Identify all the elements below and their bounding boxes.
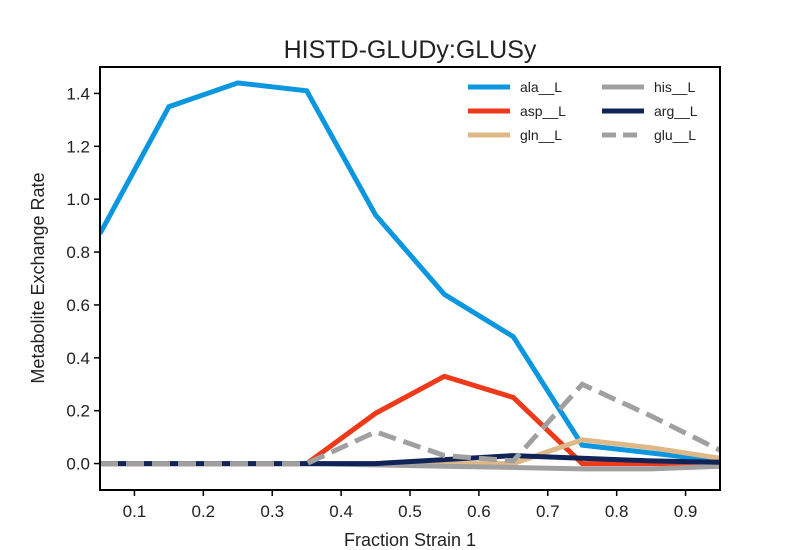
legend-label: asp__L [520,103,566,119]
legend: ala__L asp__L gln__L his__L arg__L glu__L [468,79,698,143]
x-tick-label: 0.4 [329,502,353,521]
y-tick-label: 0.2 [66,402,90,421]
chart-title: HISTD-GLUDy:GLUSy [284,36,537,64]
series-line-ala-L [100,80,720,464]
y-tick-label: 1.2 [66,137,90,156]
x-tick-label: 0.5 [398,502,422,521]
y-tick-label: 1.4 [66,84,90,103]
axis-ticks: 0.1 0.2 0.3 0.4 0.5 0.6 0.7 0.8 0.9 0.0 0.2 0.4 0.6 0… [66,84,697,521]
y-tick-label: 0.8 [66,243,90,262]
legend-label: his__L [654,79,695,95]
y-tick-label: 0.0 [66,455,90,474]
legend-label: arg__L [654,103,698,119]
series-line-arg-L [100,453,720,467]
x-tick-label: 0.8 [605,502,629,521]
legend-label: glu__L [654,127,696,143]
x-tick-label: 0.7 [536,502,560,521]
y-tick-label: 0.4 [66,349,90,368]
legend-label: ala__L [520,79,562,95]
x-tick-label: 0.3 [260,502,284,521]
x-tick-label: 0.6 [467,502,491,521]
series-line-glu-L [100,381,720,467]
legend-label: gln__L [520,127,562,143]
y-axis-label: Metabolite Exchange Rate [28,172,48,383]
y-tick-label: 0.6 [66,296,90,315]
y-tick-label: 1.0 [66,190,90,209]
x-tick-label: 0.2 [192,502,216,521]
x-tick-label: 0.9 [674,502,698,521]
x-tick-label: 0.1 [123,502,147,521]
plot-frame [99,66,721,491]
x-axis-label: Fraction Strain 1 [344,530,476,550]
series-lines [100,80,720,472]
